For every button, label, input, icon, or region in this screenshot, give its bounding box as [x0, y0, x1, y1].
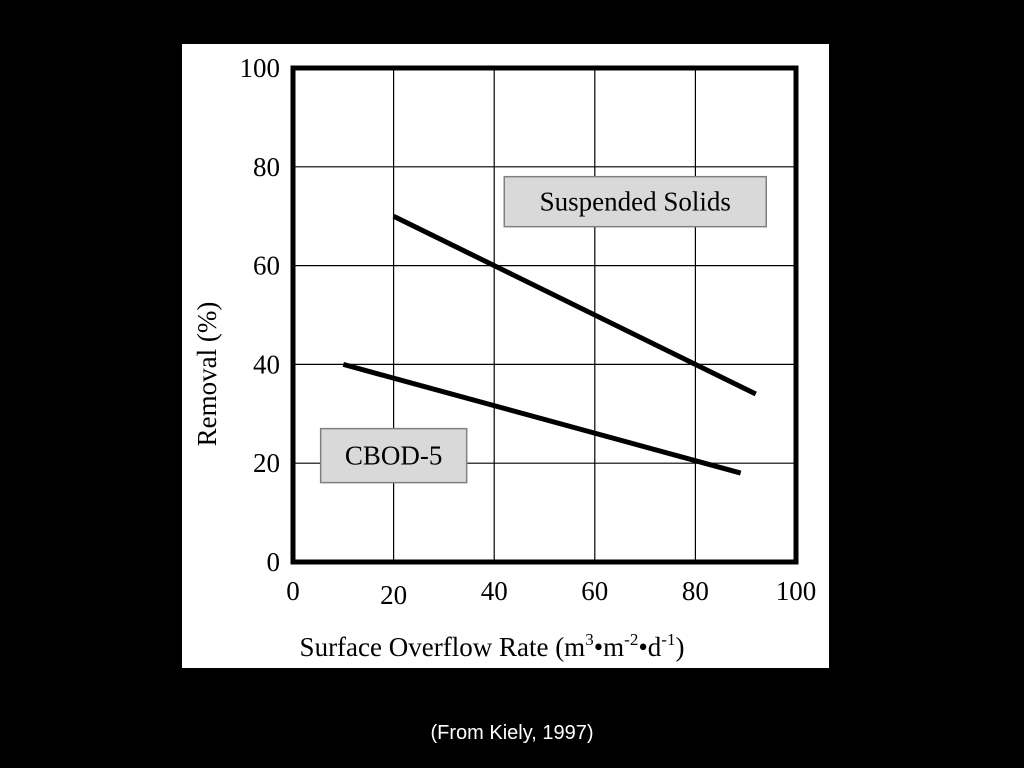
- series-layer: [342, 213, 757, 476]
- y-tick-label: 60: [253, 251, 280, 281]
- y-tick-label: 100: [240, 53, 281, 83]
- x-tick-label: 60: [581, 576, 608, 606]
- x-axis-title-sup: -1: [661, 630, 675, 649]
- x-tick-label: 40: [481, 576, 508, 606]
- source-caption: (From Kiely, 1997): [430, 722, 594, 744]
- series-line-suspended-solids: [392, 213, 757, 397]
- x-axis-title: Surface Overflow Rate (m3•m-2•d-1): [300, 630, 685, 662]
- removal-chart: 0 20 40 60 80 100 0 20 40 60 80 100 Suspended Solid…: [192, 53, 817, 662]
- x-axis-title-part: ): [675, 632, 684, 662]
- x-tick-label: 20: [380, 580, 407, 610]
- x-tick-label: 0: [286, 576, 300, 606]
- x-tick-label: 100: [776, 576, 817, 606]
- x-axis-title-part: Surface Overflow Rate (m: [300, 632, 586, 662]
- series-label-box: CBOD-5: [319, 427, 468, 484]
- y-tick-label: 40: [253, 349, 280, 379]
- series-label-box: Suspended Solids: [503, 175, 768, 228]
- x-tick-label: 80: [682, 576, 709, 606]
- series-label-text: Suspended Solids: [540, 187, 731, 217]
- y-axis-title: Removal (%): [192, 302, 222, 447]
- y-tick-label: 80: [253, 152, 280, 182]
- tick-layer: 0 20 40 60 80 100 0 20 40 60 80 100: [240, 53, 817, 610]
- grid-layer: [293, 68, 796, 562]
- annotation-layer: Suspended Solids CBOD-5: [319, 175, 768, 484]
- chart-panel: 0 20 40 60 80 100 0 20 40 60 80 100 Suspended Solid…: [182, 44, 829, 668]
- x-axis-title-part: •d: [638, 632, 661, 662]
- y-tick-label: 20: [253, 448, 280, 478]
- x-axis-title-part: •m: [594, 632, 624, 662]
- series-label-bg: [503, 175, 768, 228]
- y-tick-label: 0: [267, 547, 281, 577]
- x-axis-title-sup: 3: [585, 630, 594, 649]
- plot-frame: [290, 65, 799, 565]
- series-label-text: CBOD-5: [345, 441, 443, 471]
- series-line-cbod-5: [342, 361, 742, 476]
- x-axis-title-sup: -2: [624, 630, 638, 649]
- series-label-bg: [319, 427, 468, 484]
